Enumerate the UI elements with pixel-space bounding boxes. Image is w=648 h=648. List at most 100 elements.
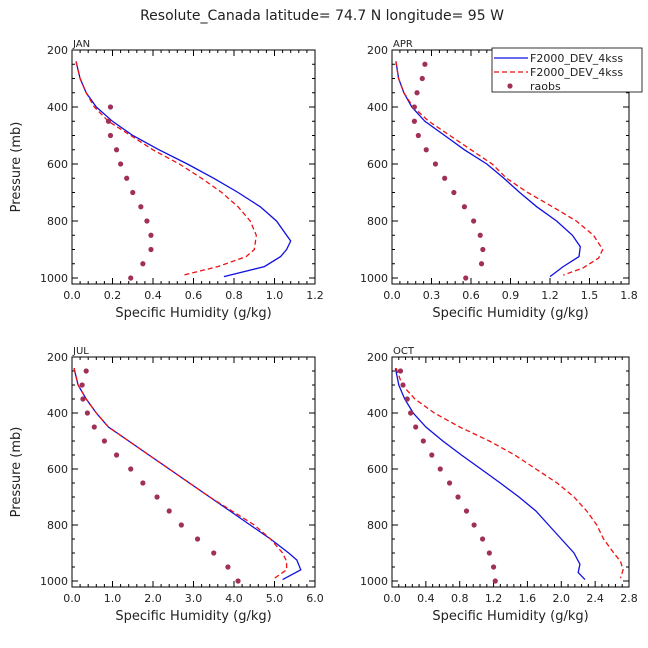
x-tick-label: 1.0 — [104, 592, 122, 605]
raobs-point — [107, 104, 114, 110]
raobs-point — [84, 410, 90, 416]
raobs-point — [235, 578, 241, 584]
raobs-point — [113, 452, 120, 458]
raobs-point — [166, 508, 172, 514]
y-tick-label: 1000 — [40, 575, 68, 588]
raobs-point — [429, 452, 435, 458]
raobs-point — [411, 104, 417, 110]
figure-title: Resolute_Canada latitude= 74.7 N longitu… — [140, 8, 504, 24]
panel-oct: OCT 0.0 0.4 0.8 1.2 1.6 2.0 2.4 2.8 200 400 600 800 1… — [360, 346, 638, 624]
plot-frame — [391, 356, 630, 588]
raobs-point — [408, 410, 414, 416]
y-tick-label: 1000 — [360, 272, 388, 285]
x-tick-label: 0.0 — [383, 289, 401, 302]
x-tick-label: 0.0 — [63, 592, 81, 605]
raobs-point — [225, 564, 231, 570]
y-tick-label: 400 — [47, 407, 68, 420]
raobs-point — [446, 480, 453, 486]
raobs-point — [91, 424, 97, 430]
raobs-point — [432, 161, 439, 167]
raobs-point — [140, 261, 146, 267]
raobs-point — [80, 396, 86, 402]
raobs-point — [404, 396, 410, 402]
panel-label: JUL — [72, 346, 89, 357]
panel-label: APR — [393, 39, 413, 50]
raobs-point — [105, 118, 112, 124]
raobs-point — [128, 466, 134, 472]
y-tick-label: 400 — [47, 101, 68, 114]
raobs-point — [479, 536, 486, 542]
raobs-point — [471, 218, 477, 224]
y-tick-label: 400 — [367, 101, 388, 114]
x-axis-label: Specific Humidity (g/kg) — [115, 306, 271, 321]
series-line-solid — [75, 61, 292, 278]
raobs-point — [140, 480, 146, 486]
panel-label: JAN — [72, 39, 90, 50]
legend-box — [491, 47, 643, 93]
raobs-point — [178, 522, 184, 528]
raobs-point — [124, 175, 130, 181]
raobs-point — [148, 232, 154, 238]
y-tick-label: 800 — [367, 519, 388, 532]
series-line-dashed — [395, 367, 624, 579]
series-line-solid — [394, 368, 586, 581]
y-tick-label: 1000 — [40, 272, 68, 285]
raobs-point — [211, 550, 217, 556]
x-tick-label: 0.4 — [144, 289, 162, 302]
raobs-point — [194, 536, 201, 542]
x-tick-label: 0.4 — [417, 592, 435, 605]
raobs-point — [451, 189, 457, 196]
raobs-point — [461, 204, 468, 210]
x-tick-label: 1.8 — [620, 289, 638, 302]
raobs-point — [128, 275, 134, 281]
raobs-point — [463, 508, 470, 514]
y-tick-label: 600 — [367, 158, 388, 171]
raobs-point — [148, 246, 154, 253]
raobs-point — [477, 232, 483, 238]
raobs-point — [486, 550, 492, 556]
x-tick-label: 1.0 — [266, 289, 284, 302]
y-tick-label: 200 — [367, 44, 388, 57]
x-tick-label: 0.8 — [451, 592, 469, 605]
series-line-dashed — [395, 61, 604, 276]
x-tick-label: 2.0 — [144, 592, 162, 605]
x-tick-label: 2.4 — [586, 592, 604, 605]
x-tick-label: 0.9 — [502, 289, 520, 302]
raobs-point — [437, 466, 443, 472]
raobs-point — [138, 204, 144, 210]
x-axis-label: Specific Humidity (g/kg) — [432, 609, 588, 624]
plot-frame — [71, 356, 316, 588]
raobs-point — [118, 161, 124, 167]
series-line-dashed — [75, 61, 257, 276]
x-tick-label: 5.0 — [266, 592, 284, 605]
x-tick-label: 1.5 — [581, 289, 599, 302]
legend-label: F2000_DEV_4kss — [530, 52, 623, 65]
x-tick-label: 0.6 — [185, 289, 203, 302]
y-tick-label: 800 — [47, 215, 68, 228]
raobs-point — [463, 275, 469, 281]
raobs-point — [422, 61, 428, 67]
series-line-solid — [73, 368, 302, 581]
raobs-point — [400, 382, 406, 388]
raobs-point — [101, 438, 107, 444]
y-tick-label: 600 — [47, 463, 68, 476]
x-tick-label: 1.2 — [306, 289, 324, 302]
x-tick-label: 0.2 — [104, 289, 122, 302]
y-tick-label: 1000 — [360, 575, 388, 588]
legend-swatch-raobs — [507, 83, 513, 89]
raobs-point — [83, 368, 89, 374]
raobs-point — [420, 438, 426, 444]
raobs-point — [415, 132, 421, 139]
panel-jul: JUL 0.0 1.0 2.0 3.0 4.0 5.0 6.0 200 400 600 800 1000… — [9, 346, 324, 624]
x-tick-label: 2.0 — [553, 592, 571, 605]
raobs-point — [480, 246, 486, 253]
x-axis-label: Specific Humidity (g/kg) — [115, 609, 271, 624]
raobs-point — [414, 90, 420, 96]
y-tick-label: 200 — [47, 351, 68, 364]
x-tick-label: 0.0 — [63, 289, 81, 302]
y-tick-label: 600 — [367, 463, 388, 476]
raobs-point — [419, 75, 425, 82]
panel-label: OCT — [393, 346, 415, 357]
x-tick-label: 2.8 — [620, 592, 638, 605]
